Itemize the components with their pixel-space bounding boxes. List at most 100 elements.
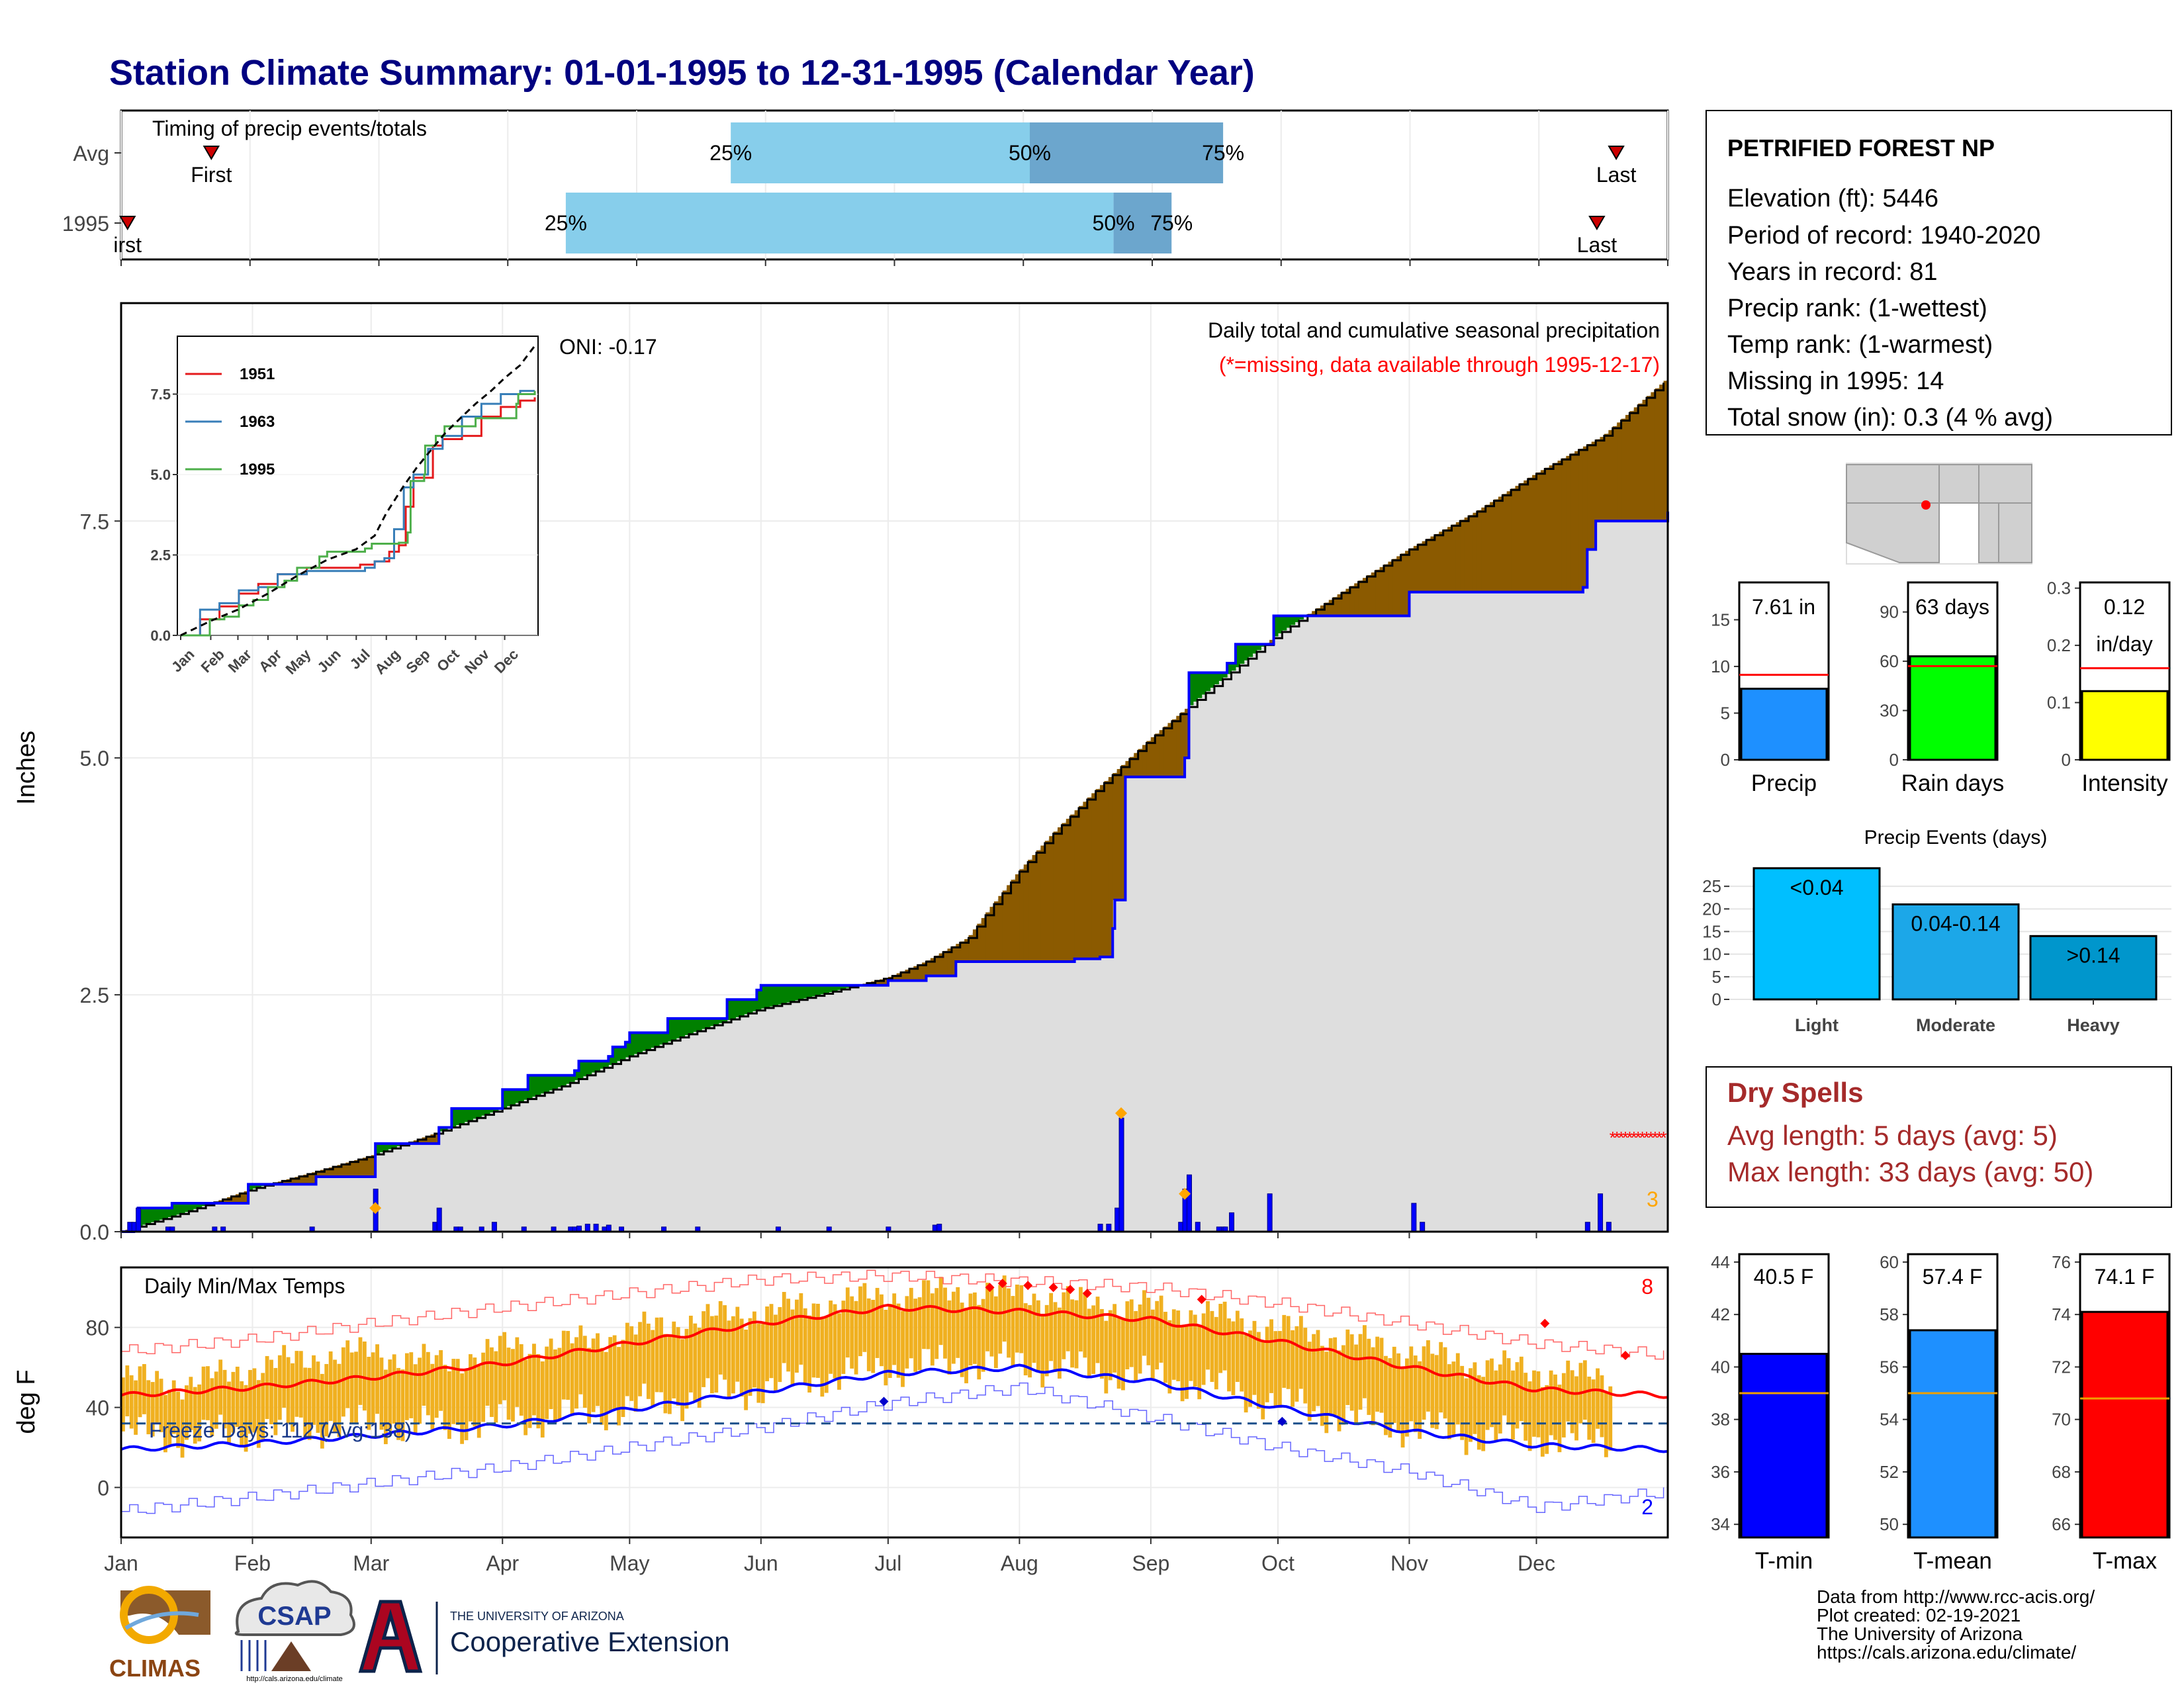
below-avg-precip-fill [1024, 864, 1028, 962]
events-y-tick-label: 0 [1712, 989, 1721, 1009]
timing-row-label: Avg [73, 142, 109, 165]
csap-mountain-icon [271, 1641, 311, 1671]
timing-bar-50-75 [1030, 122, 1223, 183]
daily-temp-bar [1287, 1316, 1291, 1389]
daily-temp-bar [1388, 1358, 1392, 1438]
below-avg-precip-fill [1600, 437, 1605, 521]
station-location-marker [1921, 500, 1931, 510]
precip-events-panel: Precip Events (days) 0510152025<0.04Ligh… [1702, 827, 2171, 1035]
daily-temp-bar [1435, 1355, 1439, 1429]
locator-map [1846, 463, 2032, 564]
above-avg-precip-fill [456, 1109, 461, 1125]
daily-temp-bar [833, 1304, 837, 1379]
last-event-label: Last [1577, 233, 1617, 257]
event-bar-label: 0.04-0.14 [1911, 912, 2000, 936]
daily-temp-bar [1075, 1301, 1079, 1369]
daily-temp-bar [1155, 1301, 1159, 1369]
daily-temp-bar [927, 1280, 931, 1349]
daily-temp-bar [130, 1375, 134, 1428]
last-event-label: Last [1596, 163, 1637, 187]
daily-temp-bar [1210, 1311, 1214, 1382]
daily-temp-bar [909, 1288, 913, 1358]
ua-a-icon [361, 1602, 420, 1671]
temp-total-2-label: T-max [2093, 1548, 2158, 1574]
temp-total-1-y-tick-label: 60 [1880, 1252, 1899, 1272]
below-avg-precip-fill [1494, 500, 1498, 592]
below-avg-precip-fill [1401, 553, 1406, 616]
daily-temp-bar [345, 1340, 349, 1408]
daily-temp-bar [723, 1305, 727, 1379]
below-avg-precip-fill [1439, 531, 1443, 592]
temp-y-axis-label: deg F [13, 1369, 40, 1434]
below-avg-precip-fill [1532, 475, 1537, 592]
below-avg-precip-fill [1486, 505, 1490, 592]
daily-temp-bar [1511, 1371, 1515, 1440]
station-period: Period of record: 1940-2020 [1727, 222, 2040, 250]
below-avg-precip-fill [1634, 407, 1639, 521]
precip-total-2-y-tick-label: 0 [2062, 750, 2071, 770]
above-avg-precip-fill [587, 1061, 592, 1074]
above-avg-precip-fill [698, 1019, 702, 1030]
below-avg-precip-fill [1502, 494, 1507, 592]
temp-total-2-y-tick-label: 68 [2052, 1462, 2071, 1482]
temp-y-tick-label: 0 [97, 1476, 109, 1500]
precip-y-axis-label: Inches [13, 731, 40, 805]
daily-temp-bar [905, 1296, 909, 1368]
above-avg-precip-fill [803, 985, 808, 999]
ua-logo: THE UNIVERSITY OF ARIZONA Cooperative Ex… [361, 1602, 730, 1674]
above-avg-precip-fill [553, 1075, 558, 1089]
daily-temp-bar [1583, 1360, 1587, 1420]
month-tick-label: Nov [1390, 1551, 1428, 1575]
below-avg-precip-fill [1104, 781, 1109, 957]
daily-temp-bar [765, 1306, 769, 1381]
daily-temp-bar [1375, 1337, 1379, 1412]
inset-legend-label: 1995 [240, 461, 275, 479]
daily-temp-bar [1172, 1309, 1176, 1379]
daily-temp-bar [1558, 1385, 1562, 1452]
precip-total-0-label: Precip [1751, 770, 1817, 796]
above-avg-precip-fill [155, 1208, 159, 1221]
temp-panel: Daily Min/Max Temps Freeze Days: 112 (Av… [13, 1267, 1668, 1575]
station-name: PETRIFIED FOREST NP [1727, 134, 1995, 161]
daily-temp-bar [1240, 1318, 1244, 1392]
temp-total-0-bar [1741, 1354, 1827, 1537]
daily-precip-bar [1606, 1222, 1611, 1232]
below-avg-precip-fill [1392, 559, 1397, 616]
precip-total-1-y-tick-label: 90 [1880, 602, 1899, 622]
below-avg-precip-fill [1007, 885, 1011, 962]
daily-temp-bar [1418, 1361, 1422, 1439]
daily-temp-bar [862, 1283, 866, 1352]
precip-y-tick-label: 5.0 [80, 747, 109, 770]
daily-temp-bar [1049, 1293, 1053, 1361]
daily-temp-bar [608, 1337, 612, 1412]
daily-temp-bar [409, 1352, 413, 1418]
daily-temp-bar [486, 1339, 490, 1406]
daily-temp-bar [956, 1287, 960, 1358]
daily-temp-bar [426, 1352, 430, 1416]
daily-temp-bar [604, 1352, 608, 1430]
above-avg-precip-fill [1202, 672, 1206, 694]
temp-total-2-y-tick-label: 66 [2052, 1514, 2071, 1534]
below-avg-precip-fill [1096, 789, 1101, 958]
precip-chart-subtitle: (*=missing, data available through 1995-… [1219, 353, 1660, 377]
below-avg-precip-fill [1647, 396, 1651, 521]
daily-precip-bar [606, 1225, 611, 1232]
daily-temp-bar [795, 1300, 799, 1373]
below-avg-precip-fill [1443, 529, 1448, 592]
dry-spells-avg: Avg length: 5 days (avg: 5) [1727, 1120, 2058, 1151]
daily-temp-bar [1537, 1371, 1541, 1438]
daily-temp-bar [897, 1304, 901, 1378]
above-avg-precip-fill [782, 985, 787, 1003]
below-avg-precip-fill [1613, 426, 1617, 521]
daily-temp-bar [549, 1339, 553, 1410]
above-avg-precip-fill [735, 999, 740, 1017]
daily-temp-bar [1494, 1371, 1498, 1441]
timing-bar-25-50 [731, 122, 1030, 183]
daily-temp-bar [1608, 1387, 1612, 1451]
daily-temp-bar [676, 1327, 680, 1406]
month-tick-label: Mar [353, 1551, 389, 1575]
above-avg-precip-fill [1240, 644, 1244, 664]
